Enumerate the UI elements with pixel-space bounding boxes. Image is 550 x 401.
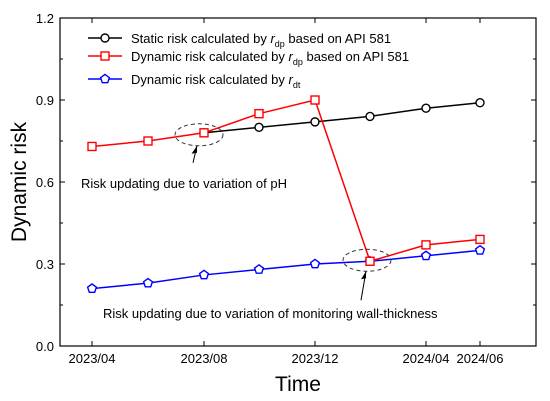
- series-line: [91, 249, 481, 290]
- x-tick-label: 2024/06: [457, 351, 504, 366]
- legend-marker: [100, 51, 110, 61]
- data-point: [421, 240, 431, 250]
- data-point: [365, 111, 375, 122]
- arrow-head: [191, 145, 197, 154]
- data-point: [421, 103, 431, 113]
- data-point: [474, 244, 486, 255]
- annotation-ellipse: [174, 123, 224, 147]
- y-tick-label: 0.0: [36, 339, 54, 354]
- data-point: [309, 258, 321, 269]
- data-point: [310, 117, 320, 127]
- annotation-text: Risk updating due to variation of pH: [81, 176, 287, 191]
- data-point: [142, 277, 154, 288]
- x-tick-label: 2023/08: [181, 351, 228, 366]
- legend-marker: [99, 73, 111, 84]
- y-tick-label: 0.6: [36, 175, 54, 190]
- data-point: [420, 250, 432, 261]
- data-point: [475, 234, 485, 245]
- data-point: [254, 122, 264, 133]
- legend-label: Dynamic risk calculated by rdt: [131, 72, 301, 90]
- y-tick-label: 0.3: [36, 257, 54, 272]
- data-point: [254, 108, 264, 119]
- legend-label: Static risk calculated by rdp based on A…: [131, 31, 391, 49]
- data-point: [310, 95, 320, 105]
- y-tick-label: 1.2: [36, 11, 54, 26]
- arrow-head: [361, 271, 366, 280]
- annotation-ellipse: [342, 248, 392, 272]
- data-point: [198, 269, 210, 280]
- legend-marker: [100, 33, 110, 43]
- series-line: [91, 99, 481, 263]
- data-point: [143, 136, 153, 146]
- data-point: [253, 264, 265, 274]
- x-tick-label: 2024/04: [403, 351, 450, 366]
- data-point: [365, 256, 375, 266]
- data-point: [475, 98, 485, 108]
- x-tick-label: 2023/12: [292, 351, 339, 366]
- data-point: [86, 283, 98, 294]
- y-tick-label: 0.9: [36, 93, 54, 108]
- series-line: [203, 101, 481, 134]
- x-tick-label: 2023/04: [69, 351, 116, 366]
- data-point: [87, 141, 97, 152]
- annotation-text: Risk updating due to variation of monito…: [103, 306, 438, 321]
- x-axis-title: Time: [275, 373, 321, 396]
- y-axis-title: Dynamic risk: [8, 121, 31, 242]
- legend-label: Dynamic risk calculated by rdp based on …: [131, 49, 409, 67]
- data-point: [199, 128, 209, 138]
